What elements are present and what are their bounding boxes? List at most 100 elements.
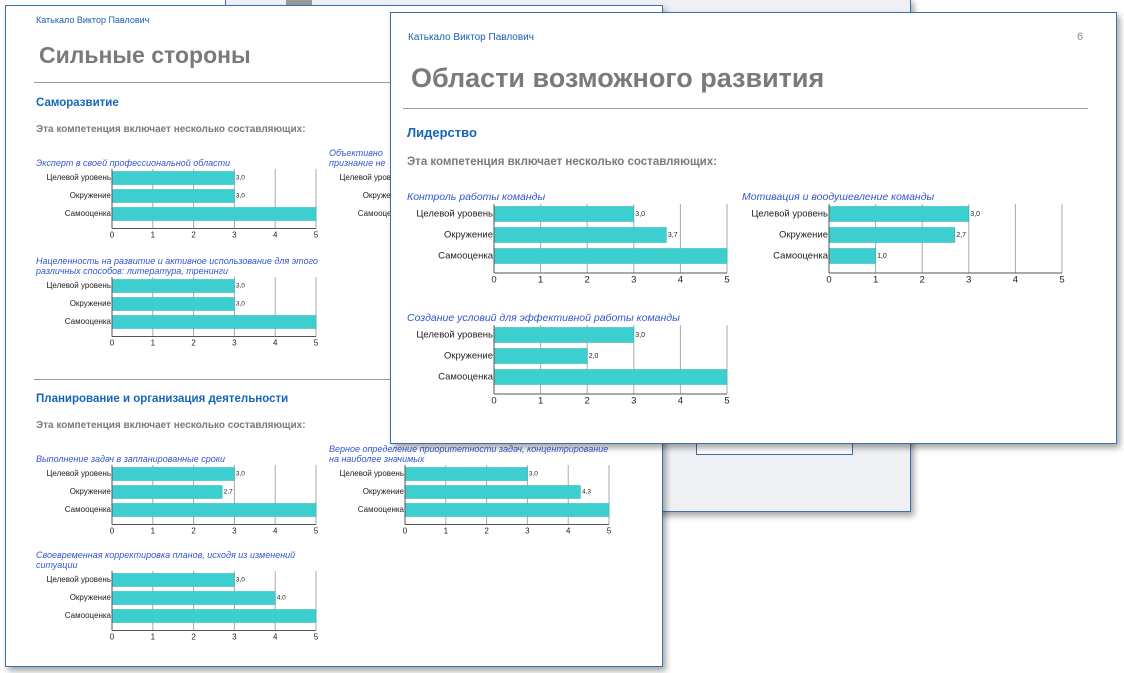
- value-label: 3,0: [236, 576, 245, 583]
- bar: [111, 485, 223, 499]
- bar: [493, 206, 635, 222]
- x-tick-label: 1: [873, 275, 878, 286]
- rule: [34, 379, 662, 380]
- chart: Своевременная корректировка планов, исхо…: [36, 545, 329, 645]
- bar: [111, 503, 317, 517]
- category-label: Целевой уровень: [339, 469, 404, 478]
- section-intro: Эта компетенция включает несколько соста…: [36, 420, 306, 431]
- bar: [493, 327, 635, 343]
- x-tick-label: 2: [191, 338, 196, 347]
- bar: [111, 171, 235, 185]
- page-number: 6: [1077, 31, 1084, 43]
- category-label: Целевой уровень: [339, 173, 404, 182]
- chart-title-text: Мотивация и воодушевление команды: [742, 191, 935, 204]
- x-tick-label: 2: [585, 396, 590, 407]
- bar-chart: Целевой уровень Окружение Самооценка 0 1 2 3 4 5…: [751, 204, 1065, 286]
- x-tick-label: 0: [110, 632, 115, 641]
- x-tick-label: 4: [273, 527, 278, 536]
- section: Саморазвитие Эта компетенция включает не…: [36, 97, 622, 350]
- section-heading: Саморазвитие: [36, 97, 119, 109]
- bar-chart: Целевой уровень Окружение Самооценка 0 1 2 3 4 5…: [339, 465, 612, 536]
- category-label: Окружение: [70, 487, 112, 496]
- category-label: Целевой уровень: [416, 330, 493, 341]
- section-heading: Лидерство: [407, 125, 477, 140]
- bar: [111, 207, 317, 221]
- bar-chart: Целевой уровень Окружение Самооценка 0 1 2 3 4 5…: [46, 276, 319, 347]
- x-tick-label: 3: [232, 231, 237, 240]
- chart-title-line: признание не: [329, 158, 386, 169]
- value-label: 4,3: [582, 489, 591, 496]
- chart-title-text: Своевременная корректировка планов, исхо…: [36, 549, 296, 570]
- bar: [111, 296, 235, 311]
- x-tick-label: 0: [110, 231, 115, 240]
- page: Катькало Виктор Павлович 6 Области возмо…: [390, 12, 1117, 444]
- chart-title: Своевременная корректировка планов, исхо…: [36, 545, 326, 571]
- category-label: Целевой уровень: [46, 173, 111, 182]
- x-tick-label: 0: [826, 275, 831, 286]
- x-tick-label: 5: [314, 632, 319, 641]
- chart-title: Контроль работы команды: [407, 176, 737, 204]
- bar-chart: Целевой уровень Окружение Самооценка 0 1 2 3 4 5…: [46, 169, 319, 240]
- x-tick-label: 3: [631, 396, 636, 407]
- value-label: 2,0: [589, 353, 599, 360]
- value-label: 1,0: [877, 253, 887, 260]
- value-label: 3,0: [236, 175, 245, 182]
- value-label: 3,0: [635, 211, 645, 218]
- value-label: 3,0: [236, 471, 245, 478]
- x-tick-label: 0: [403, 527, 408, 536]
- chart: Нацеленность на развитие и активное испо…: [36, 251, 329, 351]
- bar: [111, 467, 235, 481]
- chart-title-text: Создание условий для эффективной работы …: [407, 312, 680, 325]
- x-tick-label: 3: [525, 527, 530, 536]
- rule: [403, 108, 1088, 109]
- category-label: Самооценка: [65, 505, 112, 514]
- bar: [111, 189, 235, 203]
- x-tick-label: 3: [232, 632, 237, 641]
- x-tick-label: 2: [191, 527, 196, 536]
- chart-title-text: Нацеленность на развитие и активное испо…: [36, 255, 318, 276]
- chart-title-text: Контроль работы команды: [407, 191, 546, 204]
- charts: Выполнение задач в запланированные сроки…: [36, 439, 622, 644]
- x-tick-label: 4: [678, 396, 683, 407]
- chart-title: Создание условий для эффективной работы …: [407, 297, 737, 325]
- bar: [111, 278, 235, 293]
- x-tick-label: 2: [484, 527, 489, 536]
- category-label: Окружение: [444, 351, 493, 362]
- x-tick-label: 4: [273, 632, 278, 641]
- category-label: Окружение: [363, 487, 405, 496]
- x-tick-label: 3: [232, 338, 237, 347]
- x-tick-label: 1: [151, 338, 156, 347]
- value-label: 3,7: [668, 232, 678, 239]
- x-tick-label: 5: [724, 396, 729, 407]
- author: Катькало Виктор Павлович: [408, 32, 534, 43]
- section-heading: Планирование и организация деятельности: [36, 393, 289, 405]
- category-label: Целевой уровень: [46, 281, 111, 290]
- bar: [404, 467, 528, 481]
- category-label: Целевой уровень: [46, 575, 111, 584]
- chart-title: Нацеленность на развитие и активное испо…: [36, 251, 326, 277]
- x-tick-label: 2: [920, 275, 925, 286]
- value-label: 3,0: [236, 193, 245, 200]
- category-label: Целевой уровень: [46, 469, 111, 478]
- bar: [493, 369, 728, 385]
- x-tick-label: 1: [151, 231, 156, 240]
- chart-title: Объективно признание не: [329, 143, 619, 169]
- x-tick-label: 1: [151, 632, 156, 641]
- category-label: Окружение: [70, 299, 112, 308]
- x-tick-label: 2: [585, 275, 590, 286]
- bar-chart: Целевой уровень Окружение Самооценка 0 1 2 3 4 5…: [46, 465, 319, 536]
- x-tick-label: 4: [678, 275, 683, 286]
- x-tick-label: 2: [191, 632, 196, 641]
- bar-chart: Целевой уровень Окружение Самооценка 0 1 2 3 4 5…: [46, 570, 319, 641]
- category-label: Целевой уровень: [416, 209, 493, 220]
- x-tick-label: 0: [110, 338, 115, 347]
- x-tick-label: 4: [273, 338, 278, 347]
- category-label: Окружение: [70, 191, 112, 200]
- value-label: 3,0: [236, 300, 245, 307]
- x-tick-label: 1: [538, 275, 543, 286]
- x-tick-label: 5: [1059, 275, 1064, 286]
- x-tick-label: 5: [724, 275, 729, 286]
- bar: [828, 248, 876, 264]
- x-tick-label: 0: [491, 275, 496, 286]
- value-label: 2,7: [956, 232, 966, 239]
